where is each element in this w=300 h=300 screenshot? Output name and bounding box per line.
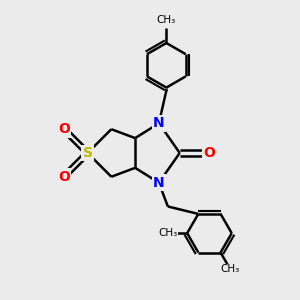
Text: CH₃: CH₃ [220, 264, 240, 274]
Text: S: S [82, 146, 93, 160]
Text: CH₃: CH₃ [158, 228, 178, 238]
Text: O: O [203, 146, 215, 160]
Text: O: O [58, 122, 70, 136]
Text: O: O [58, 170, 70, 184]
Text: N: N [153, 176, 165, 190]
Text: N: N [153, 116, 165, 130]
Text: CH₃: CH₃ [157, 15, 176, 25]
